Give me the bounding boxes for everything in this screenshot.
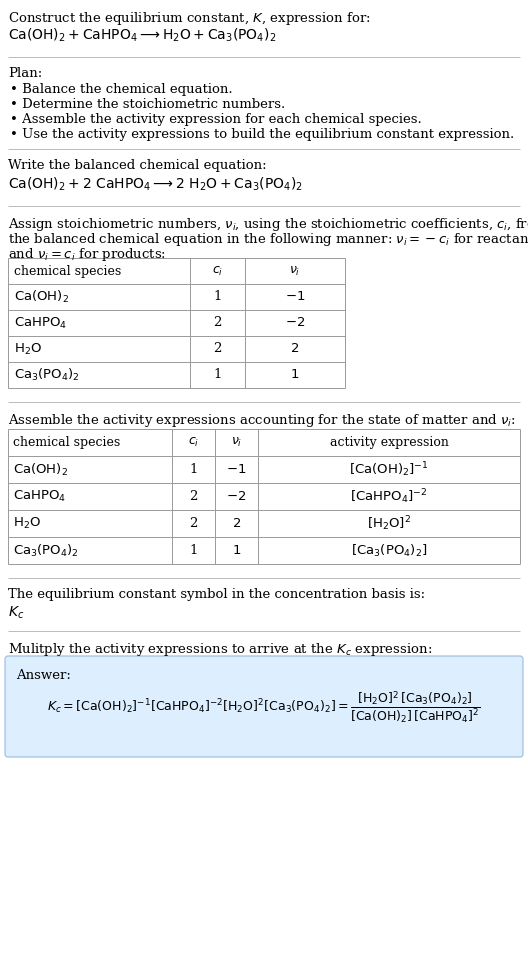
Text: $\mathrm{H_2O}$: $\mathrm{H_2O}$ <box>14 341 42 357</box>
Text: $-1$: $-1$ <box>227 463 247 476</box>
Text: 1: 1 <box>190 463 197 476</box>
Text: $2$: $2$ <box>232 517 241 530</box>
Text: $\mathrm{Ca_3(PO_4)_2}$: $\mathrm{Ca_3(PO_4)_2}$ <box>14 367 80 383</box>
Text: 2: 2 <box>213 316 222 330</box>
Text: $\mathrm{CaHPO_4}$: $\mathrm{CaHPO_4}$ <box>14 315 67 331</box>
Text: $\mathrm{Ca(OH)_2}$: $\mathrm{Ca(OH)_2}$ <box>14 289 69 305</box>
Text: 1: 1 <box>213 368 222 382</box>
Text: $\nu_i$: $\nu_i$ <box>231 436 242 449</box>
Text: $-2$: $-2$ <box>285 316 305 330</box>
Text: Mulitply the activity expressions to arrive at the $K_c$ expression:: Mulitply the activity expressions to arr… <box>8 641 432 658</box>
Text: Answer:: Answer: <box>16 669 71 682</box>
Text: activity expression: activity expression <box>329 436 448 449</box>
Text: $-1$: $-1$ <box>285 290 305 304</box>
Text: • Assemble the activity expression for each chemical species.: • Assemble the activity expression for e… <box>10 113 422 126</box>
Text: $\mathrm{Ca(OH)_2 + 2\ CaHPO_4 \longrightarrow 2\ H_2O + Ca_3(PO_4)_2}$: $\mathrm{Ca(OH)_2 + 2\ CaHPO_4 \longrigh… <box>8 176 303 193</box>
Text: Assemble the activity expressions accounting for the state of matter and $\nu_i$: Assemble the activity expressions accoun… <box>8 412 516 429</box>
Text: the balanced chemical equation in the following manner: $\nu_i = -c_i$ for react: the balanced chemical equation in the fo… <box>8 231 528 248</box>
Text: 2: 2 <box>190 517 197 530</box>
Text: $\mathrm{H_2O}$: $\mathrm{H_2O}$ <box>13 516 41 531</box>
Text: $-2$: $-2$ <box>227 490 247 503</box>
Text: Construct the equilibrium constant, $K$, expression for:: Construct the equilibrium constant, $K$,… <box>8 10 371 27</box>
Text: $\mathrm{Ca_3(PO_4)_2}$: $\mathrm{Ca_3(PO_4)_2}$ <box>13 542 79 558</box>
Text: 2: 2 <box>190 490 197 503</box>
Text: $[\mathrm{Ca(OH)_2}]^{-1}$: $[\mathrm{Ca(OH)_2}]^{-1}$ <box>349 460 429 479</box>
Text: 1: 1 <box>213 290 222 304</box>
Text: Assign stoichiometric numbers, $\nu_i$, using the stoichiometric coefficients, $: Assign stoichiometric numbers, $\nu_i$, … <box>8 216 528 233</box>
FancyBboxPatch shape <box>5 656 523 757</box>
Text: and $\nu_i = c_i$ for products:: and $\nu_i = c_i$ for products: <box>8 246 166 263</box>
Text: The equilibrium constant symbol in the concentration basis is:: The equilibrium constant symbol in the c… <box>8 588 425 601</box>
Text: Write the balanced chemical equation:: Write the balanced chemical equation: <box>8 159 267 172</box>
Text: $[\mathrm{Ca_3(PO_4)_2}]$: $[\mathrm{Ca_3(PO_4)_2}]$ <box>351 542 427 558</box>
Text: $c_i$: $c_i$ <box>188 436 199 449</box>
Text: 1: 1 <box>190 544 197 557</box>
Text: $2$: $2$ <box>290 342 299 356</box>
Text: • Determine the stoichiometric numbers.: • Determine the stoichiometric numbers. <box>10 98 285 111</box>
Text: $1$: $1$ <box>290 368 299 382</box>
Text: 2: 2 <box>213 342 222 356</box>
Text: $\nu_i$: $\nu_i$ <box>289 264 300 278</box>
Text: • Balance the chemical equation.: • Balance the chemical equation. <box>10 83 233 96</box>
Text: $\mathrm{Ca(OH)_2 + CaHPO_4 \longrightarrow H_2O + Ca_3(PO_4)_2}$: $\mathrm{Ca(OH)_2 + CaHPO_4 \longrightar… <box>8 27 276 44</box>
Text: $K_c$: $K_c$ <box>8 605 24 622</box>
Text: $K_c = [\mathrm{Ca(OH)_2}]^{-1} [\mathrm{CaHPO_4}]^{-2} [\mathrm{H_2O}]^{2} [\ma: $K_c = [\mathrm{Ca(OH)_2}]^{-1} [\mathrm… <box>47 689 481 725</box>
Text: chemical species: chemical species <box>13 436 120 449</box>
Text: $[\mathrm{CaHPO_4}]^{-2}$: $[\mathrm{CaHPO_4}]^{-2}$ <box>351 487 428 505</box>
Text: $c_i$: $c_i$ <box>212 264 223 278</box>
Text: chemical species: chemical species <box>14 264 121 278</box>
Text: • Use the activity expressions to build the equilibrium constant expression.: • Use the activity expressions to build … <box>10 128 514 141</box>
Text: $\mathrm{Ca(OH)_2}$: $\mathrm{Ca(OH)_2}$ <box>13 461 68 478</box>
Text: $1$: $1$ <box>232 544 241 557</box>
Text: Plan:: Plan: <box>8 67 42 80</box>
Text: $[\mathrm{H_2O}]^{2}$: $[\mathrm{H_2O}]^{2}$ <box>367 514 411 532</box>
Text: $\mathrm{CaHPO_4}$: $\mathrm{CaHPO_4}$ <box>13 489 66 505</box>
